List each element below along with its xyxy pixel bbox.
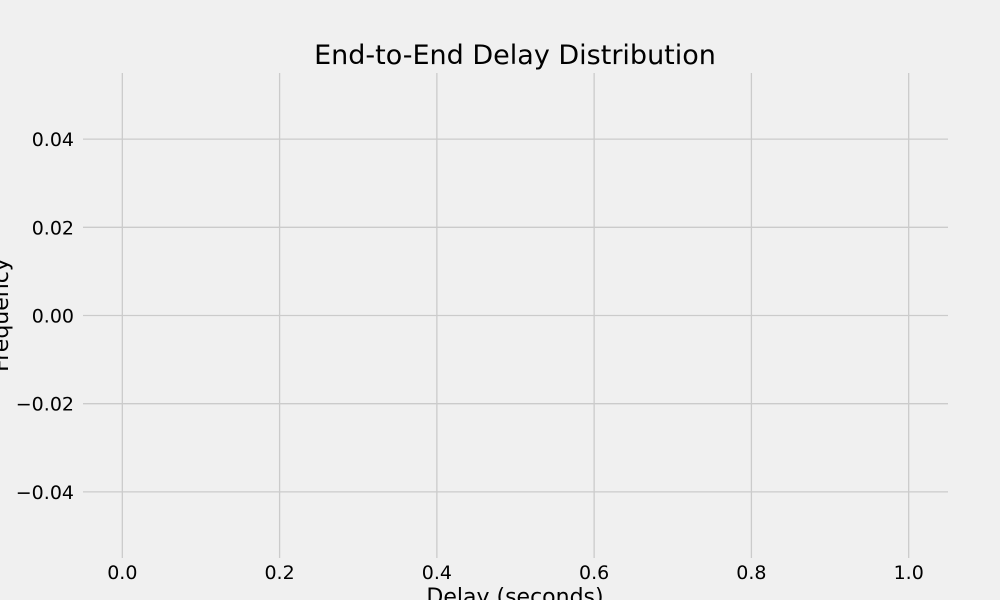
x-tick-labels: 0.0 0.2 0.4 0.6 0.8 1.0	[107, 562, 924, 584]
y-tick-label: 0.00	[32, 306, 74, 328]
y-tick-label: −0.02	[16, 394, 74, 416]
y-tick-label: 0.04	[32, 129, 74, 151]
x-tick-label: 0.2	[264, 562, 294, 584]
x-tick-label: 0.6	[579, 562, 609, 584]
x-axis-label: Delay (seconds)	[426, 585, 603, 600]
y-tick-label: 0.02	[32, 217, 74, 239]
x-tick-label: 1.0	[894, 562, 924, 584]
x-tick-label: 0.0	[107, 562, 137, 584]
chart-title: End-to-End Delay Distribution	[314, 40, 716, 71]
y-tick-label: −0.04	[16, 482, 74, 504]
y-tick-labels: −0.04 −0.02 0.00 0.02 0.04	[16, 129, 74, 504]
y-axis-label: Frequency	[0, 258, 14, 372]
x-tick-label: 0.4	[422, 562, 452, 584]
y-grid	[83, 138, 948, 493]
x-tick-label: 0.8	[736, 562, 766, 584]
